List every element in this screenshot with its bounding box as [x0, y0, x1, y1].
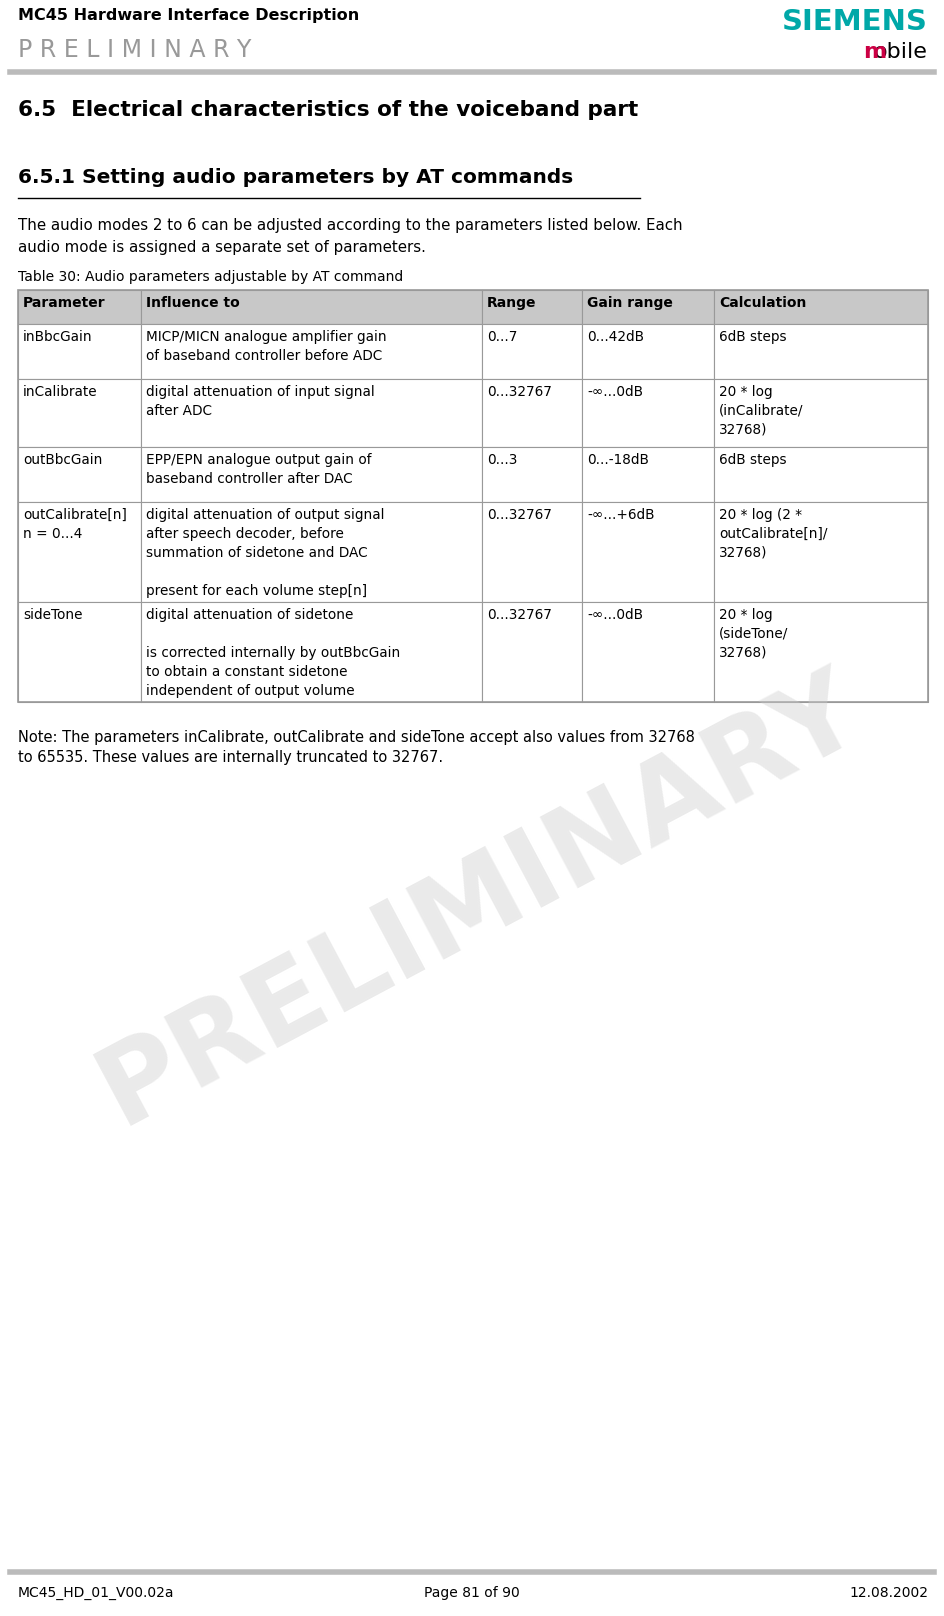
Text: 6.5  Electrical characteristics of the voiceband part: 6.5 Electrical characteristics of the vo…: [18, 100, 638, 120]
Text: Table 30: Audio parameters adjustable by AT command: Table 30: Audio parameters adjustable by…: [18, 270, 403, 284]
Text: MC45_HD_01_V00.02a: MC45_HD_01_V00.02a: [18, 1585, 175, 1600]
Text: audio mode is assigned a separate set of parameters.: audio mode is assigned a separate set of…: [18, 241, 426, 255]
Text: 20 * log (2 *
outCalibrate[n]/
32768): 20 * log (2 * outCalibrate[n]/ 32768): [719, 507, 828, 559]
Bar: [482, 448, 582, 503]
Bar: [482, 289, 582, 323]
Text: sideTone: sideTone: [23, 608, 82, 622]
Bar: [141, 503, 482, 603]
Bar: [18, 503, 141, 603]
Bar: [582, 448, 715, 503]
Text: SIEMENS: SIEMENS: [783, 8, 928, 36]
Text: EPP/EPN analogue output gain of
baseband controller after DAC: EPP/EPN analogue output gain of baseband…: [146, 452, 371, 486]
Bar: [482, 603, 582, 701]
Bar: [141, 323, 482, 380]
Bar: [482, 503, 582, 603]
Text: outBbcGain: outBbcGain: [23, 452, 102, 467]
Text: obile: obile: [874, 42, 928, 61]
Text: 12.08.2002: 12.08.2002: [849, 1585, 928, 1600]
Text: MC45 Hardware Interface Description: MC45 Hardware Interface Description: [18, 8, 360, 23]
Text: Gain range: Gain range: [587, 296, 673, 310]
Text: digital attenuation of sidetone

is corrected internally by outBbcGain
to obtain: digital attenuation of sidetone is corre…: [146, 608, 400, 698]
Bar: [141, 448, 482, 503]
Text: 6.5.1 Setting audio parameters by AT commands: 6.5.1 Setting audio parameters by AT com…: [18, 168, 573, 187]
Text: m: m: [863, 42, 886, 61]
Bar: [715, 289, 928, 323]
Bar: [582, 503, 715, 603]
Text: -∞...0dB: -∞...0dB: [587, 608, 643, 622]
Bar: [482, 380, 582, 448]
Bar: [715, 448, 928, 503]
Text: digital attenuation of input signal
after ADC: digital attenuation of input signal afte…: [146, 385, 375, 419]
Bar: [18, 380, 141, 448]
Bar: [582, 323, 715, 380]
Text: Range: Range: [487, 296, 536, 310]
Bar: [18, 448, 141, 503]
Text: PRELIMINARY: PRELIMINARY: [81, 654, 879, 1146]
Bar: [18, 323, 141, 380]
Bar: [18, 289, 928, 701]
Text: MICP/MICN analogue amplifier gain
of baseband controller before ADC: MICP/MICN analogue amplifier gain of bas…: [146, 330, 386, 364]
Text: 0...-18dB: 0...-18dB: [587, 452, 649, 467]
Bar: [18, 603, 141, 701]
Text: 6dB steps: 6dB steps: [719, 330, 786, 344]
Text: outCalibrate[n]
n = 0...4: outCalibrate[n] n = 0...4: [23, 507, 126, 541]
Text: inCalibrate: inCalibrate: [23, 385, 97, 399]
Text: Influence to: Influence to: [146, 296, 240, 310]
Text: -∞...0dB: -∞...0dB: [587, 385, 643, 399]
Text: The audio modes 2 to 6 can be adjusted according to the parameters listed below.: The audio modes 2 to 6 can be adjusted a…: [18, 218, 683, 233]
Text: 20 * log
(sideTone/
32768): 20 * log (sideTone/ 32768): [719, 608, 788, 659]
Text: Note: The parameters inCalibrate, outCalibrate and sideTone accept also values f: Note: The parameters inCalibrate, outCal…: [18, 730, 695, 745]
Bar: [141, 380, 482, 448]
Bar: [482, 323, 582, 380]
Text: -∞...+6dB: -∞...+6dB: [587, 507, 655, 522]
Bar: [141, 289, 482, 323]
Bar: [582, 380, 715, 448]
Text: Parameter: Parameter: [23, 296, 106, 310]
Text: 0...32767: 0...32767: [487, 507, 552, 522]
Bar: [582, 603, 715, 701]
Bar: [582, 289, 715, 323]
Text: 0...7: 0...7: [487, 330, 517, 344]
Bar: [715, 323, 928, 380]
Text: Calculation: Calculation: [719, 296, 806, 310]
Bar: [141, 603, 482, 701]
Text: 6dB steps: 6dB steps: [719, 452, 786, 467]
Text: 0...32767: 0...32767: [487, 608, 552, 622]
Bar: [715, 503, 928, 603]
Text: 0...32767: 0...32767: [487, 385, 552, 399]
Text: digital attenuation of output signal
after speech decoder, before
summation of s: digital attenuation of output signal aft…: [146, 507, 384, 598]
Bar: [715, 603, 928, 701]
Bar: [18, 289, 141, 323]
Text: inBbcGain: inBbcGain: [23, 330, 93, 344]
Text: Page 81 of 90: Page 81 of 90: [424, 1585, 520, 1600]
Text: 20 * log
(inCalibrate/
32768): 20 * log (inCalibrate/ 32768): [719, 385, 803, 436]
Text: P R E L I M I N A R Y: P R E L I M I N A R Y: [18, 39, 251, 61]
Bar: [715, 380, 928, 448]
Text: 0...3: 0...3: [487, 452, 517, 467]
Text: 0...42dB: 0...42dB: [587, 330, 644, 344]
Text: to 65535. These values are internally truncated to 32767.: to 65535. These values are internally tr…: [18, 750, 443, 764]
